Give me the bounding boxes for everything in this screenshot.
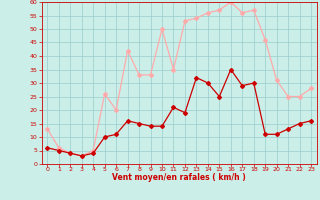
X-axis label: Vent moyen/en rafales ( km/h ): Vent moyen/en rafales ( km/h ) (112, 173, 246, 182)
